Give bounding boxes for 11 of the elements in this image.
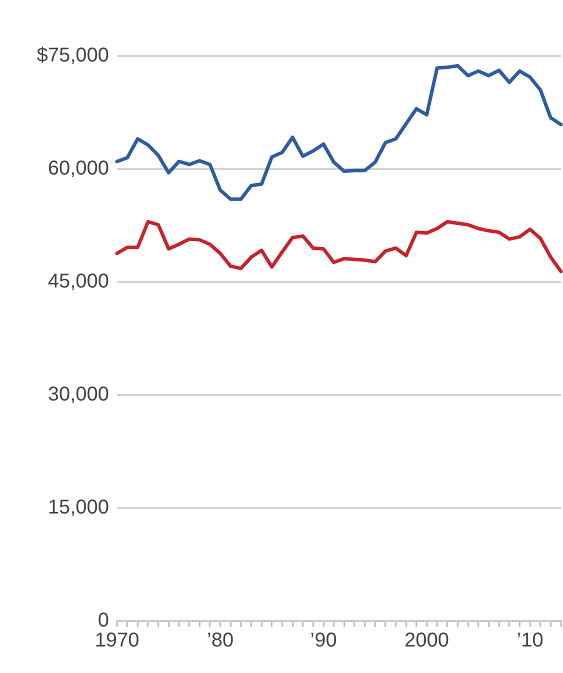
x-tick-label: ’80 (206, 630, 234, 652)
x-tick-label: ’90 (310, 630, 337, 652)
y-tick-label: 30,000 (48, 384, 109, 406)
x-tick-label: 2000 (404, 630, 450, 652)
y-tick-label: $75,000 (36, 44, 109, 67)
y-tick-label: 0 (98, 610, 109, 632)
y-tick-label: 15,000 (48, 496, 109, 519)
x-tick-label: 1970 (94, 630, 140, 652)
y-tick-label: 60,000 (48, 158, 109, 180)
y-tick-label: 45,000 (48, 270, 109, 293)
x-tick-label: ’10 (516, 630, 544, 652)
